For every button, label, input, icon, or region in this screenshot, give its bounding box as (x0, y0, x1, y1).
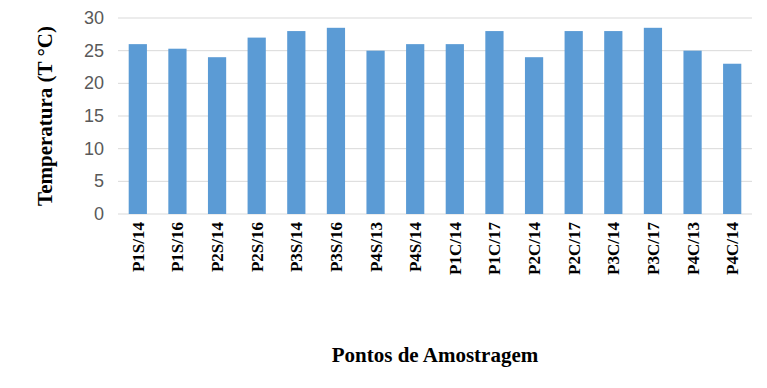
y-tick-label: 30 (84, 8, 104, 28)
x-tick-label: P3S/16 (327, 222, 346, 272)
y-tick-label: 15 (84, 106, 104, 126)
y-axis-title: Temperatura (T °C) (33, 26, 57, 206)
x-tick-label: P2S/14 (208, 222, 227, 273)
y-tick-label: 20 (84, 73, 104, 93)
bar (723, 64, 741, 214)
bar (129, 44, 147, 214)
bar (327, 28, 345, 214)
x-tick-label: P3C/17 (644, 222, 663, 275)
y-tick-label: 0 (94, 204, 104, 224)
x-tick-label: P4S/13 (367, 222, 386, 272)
bar (565, 31, 583, 214)
grid (118, 18, 752, 214)
x-tick-label: P2C/17 (565, 222, 584, 275)
bar (604, 31, 622, 214)
x-tick-label: P3S/14 (287, 222, 306, 273)
x-tick-label: P4S/14 (406, 222, 425, 273)
bars (129, 28, 742, 214)
x-axis-title: Pontos de Amostragem (332, 343, 539, 367)
x-tick-label: P1S/16 (168, 222, 187, 272)
bar (208, 57, 226, 214)
chart: 0 5 10 15 20 25 30 P1S/14 P1S/16 P2S/14 P2S/16 P3S/… (0, 0, 767, 388)
bar (683, 51, 701, 214)
x-tick-label: P2S/16 (248, 222, 267, 272)
x-tick-label: P4C/13 (684, 222, 703, 275)
x-tick-label: P4C/14 (723, 222, 742, 275)
grid-line (118, 18, 752, 19)
y-tick-label: 25 (84, 41, 104, 61)
x-tick-label: P1C/14 (446, 222, 465, 275)
chart-container: 0 5 10 15 20 25 30 P1S/14 P1S/16 P2S/14 P2S/16 P3S/… (0, 0, 767, 388)
bar (248, 38, 266, 214)
bar (287, 31, 305, 214)
x-tick-label: P2C/14 (525, 222, 544, 275)
y-tick-label: 5 (94, 171, 104, 191)
y-tick-label: 10 (84, 139, 104, 159)
bar (485, 31, 503, 214)
bar (168, 49, 186, 214)
bar (406, 44, 424, 214)
x-tick-label: P3C/14 (604, 222, 623, 275)
bar (644, 28, 662, 214)
bar (525, 57, 543, 214)
bar (446, 44, 464, 214)
x-tick-label: P1S/14 (129, 222, 148, 273)
bar (366, 51, 384, 214)
x-tick-label: P1C/17 (485, 222, 504, 275)
